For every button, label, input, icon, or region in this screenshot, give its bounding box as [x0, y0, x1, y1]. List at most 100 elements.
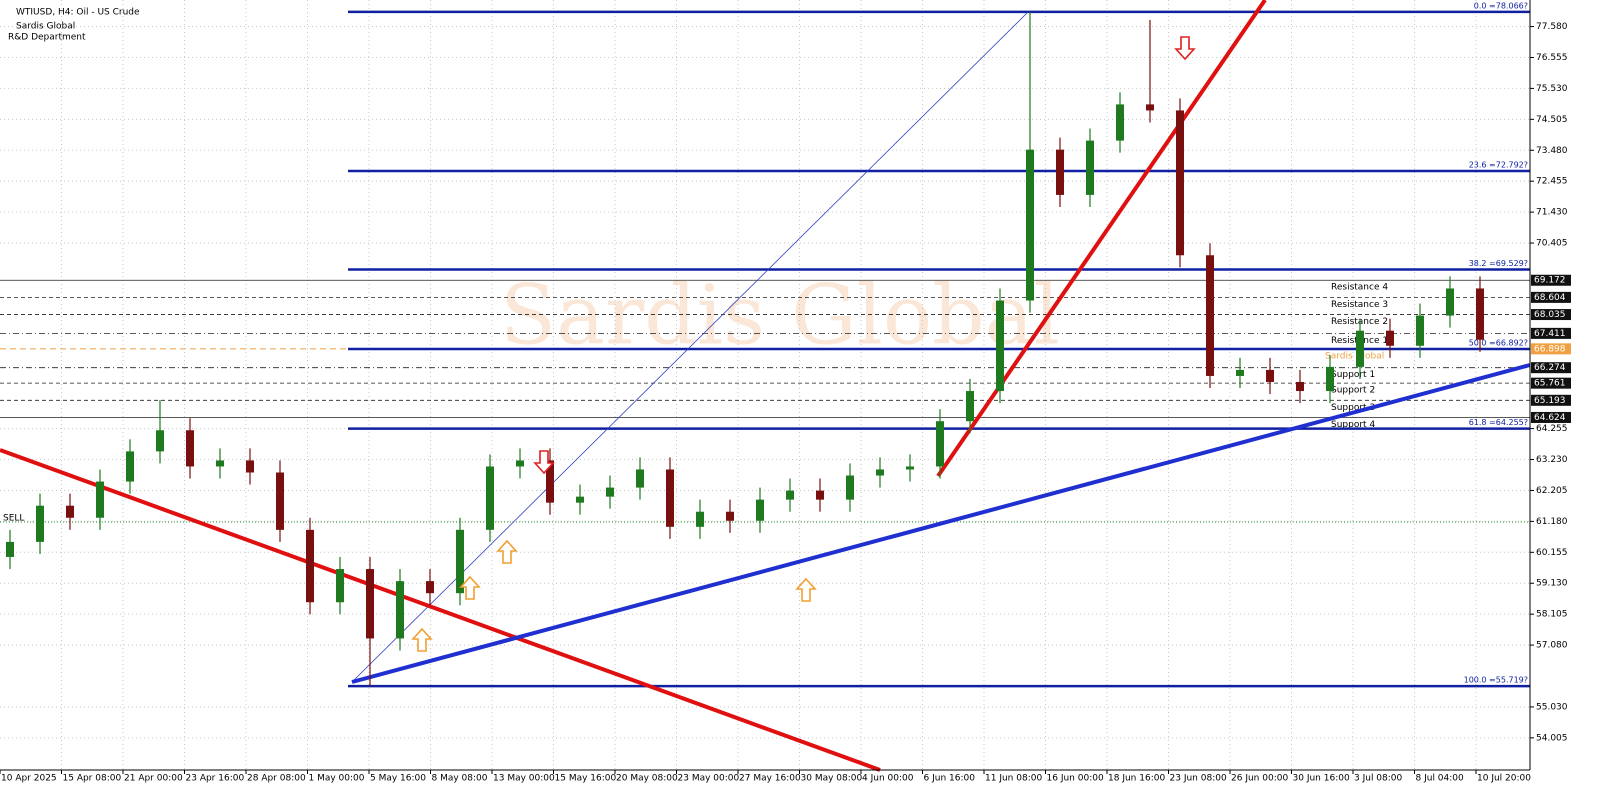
candle-body	[1086, 140, 1094, 195]
level-price-label: 65.761	[1534, 379, 1566, 389]
candle-body	[846, 475, 854, 500]
level-price-label: 68.035	[1534, 310, 1566, 320]
candle-body	[36, 505, 44, 542]
candle-body	[696, 511, 704, 527]
header-symbol: WTIUSD, H4: Oil - US Crude	[16, 8, 140, 18]
candle-body	[636, 469, 644, 488]
current-price-box	[1531, 343, 1571, 355]
candle-body	[246, 460, 254, 473]
buy-arrow	[795, 577, 817, 602]
x-tick-label: 18 Jun 16:00	[1108, 774, 1165, 784]
candle-body	[786, 490, 794, 500]
x-tick-label: 30 Jun 16:00	[1293, 774, 1350, 784]
candle-body	[1446, 288, 1454, 316]
candle-body	[1416, 315, 1424, 346]
candle-body	[726, 511, 734, 521]
candles	[6, 11, 1484, 687]
candle-body	[1326, 366, 1334, 392]
y-tick-label: 72.455	[1536, 177, 1568, 187]
candle-body	[936, 421, 944, 467]
candle-body	[396, 581, 404, 639]
candle-body	[1356, 330, 1364, 367]
sell-arrow	[1174, 36, 1196, 61]
candle-body	[6, 541, 14, 557]
x-tick-label: 8 May 08:00	[432, 774, 488, 784]
candle-body	[576, 496, 584, 503]
y-tick-label: 76.555	[1536, 53, 1568, 63]
x-tick-label: 16 Jun 00:00	[1047, 774, 1104, 784]
candle-body	[66, 505, 74, 518]
candle-body	[756, 499, 764, 521]
y-tick-label: 63.230	[1536, 455, 1568, 465]
candle-body	[1386, 330, 1394, 346]
candle-body	[126, 451, 134, 482]
fib-diagonal	[351, 11, 1029, 683]
x-tick-label: 15 Apr 08:00	[63, 774, 122, 784]
candle-body	[96, 481, 104, 518]
signal-label: SELL	[3, 513, 24, 523]
level-label: Resistance 4	[1331, 283, 1388, 293]
candle-body	[486, 466, 494, 530]
candle-body	[1116, 104, 1124, 141]
candle-body	[816, 490, 824, 500]
x-tick-label: 26 Jun 00:00	[1231, 774, 1288, 784]
candle-body	[876, 469, 884, 476]
x-tick-label: 1 May 00:00	[309, 774, 365, 784]
level-price-label: 68.604	[1534, 293, 1566, 303]
signal-arrows	[411, 36, 1196, 652]
candle-body	[156, 430, 164, 452]
x-tick-label: 23 Apr 16:00	[186, 774, 245, 784]
candle-body	[456, 529, 464, 594]
candle-body	[1266, 369, 1274, 382]
support-trend-line	[351, 363, 1531, 684]
level-price-label: 64.624	[1534, 413, 1566, 423]
y-tick-label: 74.505	[1536, 115, 1568, 125]
level-price-box	[1531, 309, 1571, 321]
level-price-label: 65.193	[1534, 396, 1566, 406]
level-price-box	[1531, 411, 1571, 423]
level-label: Support 3	[1331, 403, 1375, 413]
x-tick-label: 5 May 16:00	[370, 774, 426, 784]
buy-arrow	[411, 627, 433, 652]
level-price-label: 67.411	[1534, 329, 1566, 339]
x-tick-label: 11 Jun 08:00	[985, 774, 1042, 784]
fib-label: 61.8 =64.255?	[1469, 418, 1528, 427]
candle-body	[306, 529, 314, 603]
y-tick-label: 60.155	[1536, 548, 1568, 558]
candle-body	[216, 460, 224, 467]
fib-label: 23.6 =72.792?	[1469, 161, 1528, 170]
trend-lines	[0, 0, 1531, 772]
watermark: Sardis Global	[500, 269, 1060, 364]
sell-arrow	[533, 450, 555, 475]
level-price-box	[1531, 291, 1571, 303]
y-tick-label: 57.080	[1536, 641, 1568, 651]
fib-label: 100.0 =55.719?	[1464, 676, 1528, 685]
level-label: Support 2	[1331, 386, 1375, 396]
y-tick-label: 58.105	[1536, 610, 1568, 620]
level-price-label: 66.274	[1534, 363, 1566, 373]
candle-body	[1026, 149, 1034, 301]
candle-body	[186, 430, 194, 467]
level-price-box	[1531, 327, 1571, 339]
candle-body	[606, 487, 614, 497]
y-tick-label: 61.180	[1536, 517, 1568, 527]
header-department: R&D Department	[8, 33, 86, 43]
current-price-name: Sardis Global	[1325, 351, 1384, 361]
candle-body	[1056, 149, 1064, 195]
candle-body	[336, 569, 344, 603]
fib-label: 38.2 =69.529?	[1469, 259, 1528, 268]
buy-arrow	[496, 539, 518, 564]
level-label: Support 1	[1331, 370, 1375, 380]
down-trend-line	[0, 448, 881, 772]
fib-label: 0.0 =78.066?	[1474, 1, 1528, 10]
level-label: Resistance 3	[1331, 300, 1388, 310]
candle-body	[966, 391, 974, 422]
x-tick-label: 8 Jul 04:00	[1416, 774, 1465, 784]
candle-body	[426, 581, 434, 594]
fib-label: 50.0 =66.892?	[1469, 339, 1528, 348]
candle-body	[366, 569, 374, 639]
x-tick-label: 3 Jul 08:00	[1354, 774, 1403, 784]
y-tick-label: 75.530	[1536, 84, 1568, 94]
x-tick-label: 4 Jun 00:00	[862, 774, 914, 784]
